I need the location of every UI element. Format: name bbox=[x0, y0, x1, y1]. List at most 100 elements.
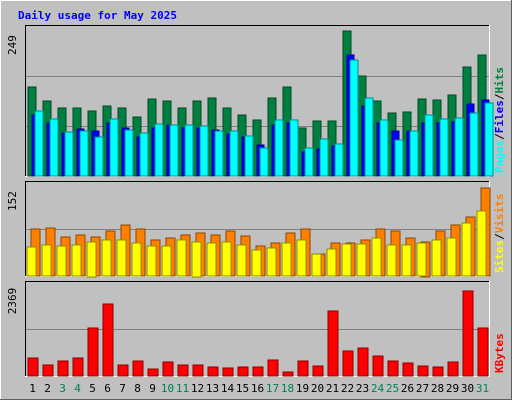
bar-pages-day-29 bbox=[454, 117, 464, 177]
bar-pages-day-12 bbox=[199, 125, 209, 177]
bar-pages-day-14 bbox=[229, 130, 239, 177]
bar-kbytes-day-20 bbox=[312, 365, 324, 377]
bar-kbytes-day-11 bbox=[177, 364, 189, 377]
x-tick-label: 17 bbox=[266, 382, 279, 395]
bar-sites-day-26 bbox=[401, 244, 412, 277]
bar-sites-day-22 bbox=[341, 243, 352, 277]
x-tick-label: 20 bbox=[311, 382, 324, 395]
bar-pages-day-24 bbox=[379, 119, 389, 177]
bar-kbytes-day-16 bbox=[252, 366, 264, 377]
bar-kbytes-day-4 bbox=[72, 357, 84, 377]
bar-pages-day-23 bbox=[364, 97, 374, 177]
bar-sites-day-12 bbox=[191, 241, 202, 278]
legend-visits: Sites/Visits bbox=[493, 194, 506, 274]
bar-pages-day-5 bbox=[94, 136, 104, 177]
bar-sites-day-13 bbox=[206, 242, 217, 277]
bar-sites-day-5 bbox=[86, 241, 97, 278]
bar-pages-day-20 bbox=[319, 138, 329, 177]
legend-files: Files bbox=[493, 100, 506, 133]
x-tick-label: 12 bbox=[191, 382, 204, 395]
x-tick-label: 19 bbox=[296, 382, 309, 395]
legend-separator: / bbox=[493, 233, 506, 240]
bar-sites-day-21 bbox=[326, 248, 337, 277]
y-max-label: 152 bbox=[6, 191, 19, 211]
bar-kbytes-day-7 bbox=[117, 364, 129, 377]
bar-sites-day-20 bbox=[311, 253, 322, 277]
bar-sites-day-24 bbox=[371, 237, 382, 277]
x-tick-label: 11 bbox=[176, 382, 189, 395]
bar-sites-day-6 bbox=[101, 239, 112, 277]
bar-pages-day-16 bbox=[259, 147, 269, 177]
x-tick-label: 5 bbox=[89, 382, 96, 395]
series-pages bbox=[34, 59, 494, 177]
bar-pages-day-19 bbox=[304, 147, 314, 177]
bar-kbytes-day-14 bbox=[222, 367, 234, 377]
bar-kbytes-day-29 bbox=[447, 361, 459, 377]
chart-title: Daily usage for May 2025 bbox=[18, 9, 177, 22]
x-tick-label: 14 bbox=[221, 382, 235, 395]
bar-sites-day-30 bbox=[461, 222, 472, 277]
bar-sites-day-7 bbox=[116, 239, 127, 277]
bar-kbytes-day-31 bbox=[477, 327, 489, 377]
bar-kbytes-day-3 bbox=[57, 360, 69, 377]
bar-pages-day-27 bbox=[424, 114, 434, 177]
bar-kbytes-day-2 bbox=[42, 364, 54, 377]
bar-pages-day-10 bbox=[169, 124, 179, 177]
bar-kbytes-day-21 bbox=[327, 310, 339, 377]
panel-kbytes: 2369 KBytes bbox=[6, 281, 506, 377]
bar-sites-day-9 bbox=[146, 245, 157, 277]
bar-sites-day-8 bbox=[131, 242, 142, 277]
bar-pages-day-6 bbox=[109, 118, 119, 177]
bar-kbytes-day-30 bbox=[462, 290, 474, 377]
series-sites bbox=[26, 210, 487, 278]
x-tick-label: 29 bbox=[446, 382, 459, 395]
x-tick-label: 2 bbox=[44, 382, 51, 395]
legend-pages: Pages bbox=[493, 140, 506, 173]
bar-kbytes-day-9 bbox=[147, 368, 159, 377]
bar-pages-day-18 bbox=[289, 119, 299, 177]
legend-sites: Sites bbox=[493, 240, 506, 273]
bar-sites-day-19 bbox=[296, 239, 307, 277]
bar-sites-day-28 bbox=[431, 239, 442, 277]
bar-kbytes-day-8 bbox=[132, 360, 144, 377]
bar-pages-day-31 bbox=[484, 102, 494, 177]
bar-kbytes-day-19 bbox=[297, 360, 309, 377]
bar-sites-day-10 bbox=[161, 245, 172, 277]
bar-pages-day-8 bbox=[139, 132, 149, 177]
series-kbytes bbox=[27, 290, 489, 377]
bar-sites-day-23 bbox=[356, 243, 367, 277]
bar-pages-day-25 bbox=[394, 139, 404, 177]
bar-sites-day-11 bbox=[176, 239, 187, 277]
bar-sites-day-25 bbox=[386, 244, 397, 277]
bar-pages-day-3 bbox=[64, 131, 74, 177]
panel-visits: 152 Sites/Visits bbox=[6, 181, 506, 278]
bar-kbytes-day-28 bbox=[432, 366, 444, 377]
bar-sites-day-1 bbox=[26, 246, 37, 277]
bar-kbytes-day-18 bbox=[282, 371, 294, 377]
legend-visits: Visits bbox=[493, 194, 506, 234]
legend-hits: Pages/Files/Hits bbox=[493, 67, 506, 173]
y-max-label: 249 bbox=[6, 35, 19, 55]
bar-kbytes-day-5 bbox=[87, 327, 99, 377]
x-tick-label: 6 bbox=[104, 382, 111, 395]
bar-sites-day-29 bbox=[446, 237, 457, 277]
bar-pages-day-15 bbox=[244, 135, 254, 177]
bar-pages-day-4 bbox=[79, 130, 89, 177]
bar-pages-day-21 bbox=[334, 143, 344, 177]
bar-pages-day-30 bbox=[469, 112, 479, 177]
bar-sites-day-2 bbox=[41, 244, 52, 277]
bar-sites-day-16 bbox=[251, 249, 262, 277]
bar-kbytes-day-25 bbox=[387, 360, 399, 377]
bar-kbytes-day-15 bbox=[237, 366, 249, 377]
legend-separator: / bbox=[493, 93, 506, 100]
x-tick-label: 26 bbox=[401, 382, 414, 395]
x-tick-label: 24 bbox=[371, 382, 385, 395]
x-tick-label: 25 bbox=[386, 382, 399, 395]
legend-hits: Hits bbox=[493, 67, 506, 94]
bar-sites-day-31 bbox=[476, 210, 487, 277]
x-tick-label: 28 bbox=[431, 382, 444, 395]
bar-pages-day-17 bbox=[274, 119, 284, 177]
x-tick-label: 21 bbox=[326, 382, 339, 395]
